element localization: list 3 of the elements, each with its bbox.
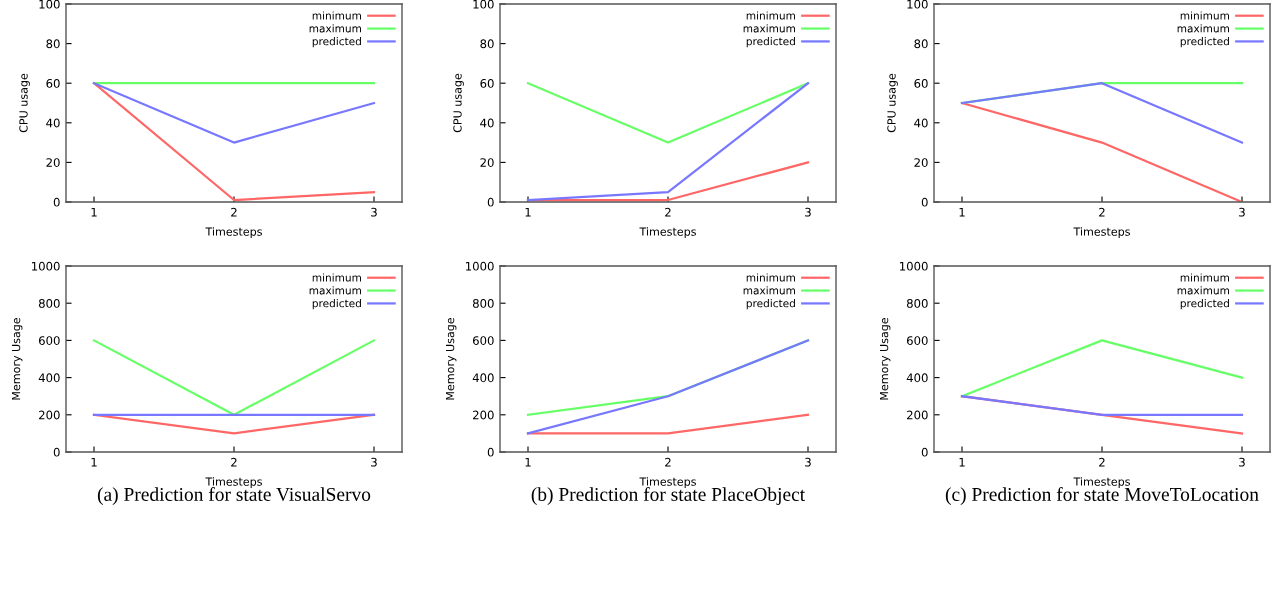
text: (c) Prediction for state MoveToLocation — [945, 487, 1259, 505]
text: (b) Prediction for state PlaceObject — [531, 487, 806, 505]
text: (a) Prediction for state VisualServo — [97, 487, 371, 505]
